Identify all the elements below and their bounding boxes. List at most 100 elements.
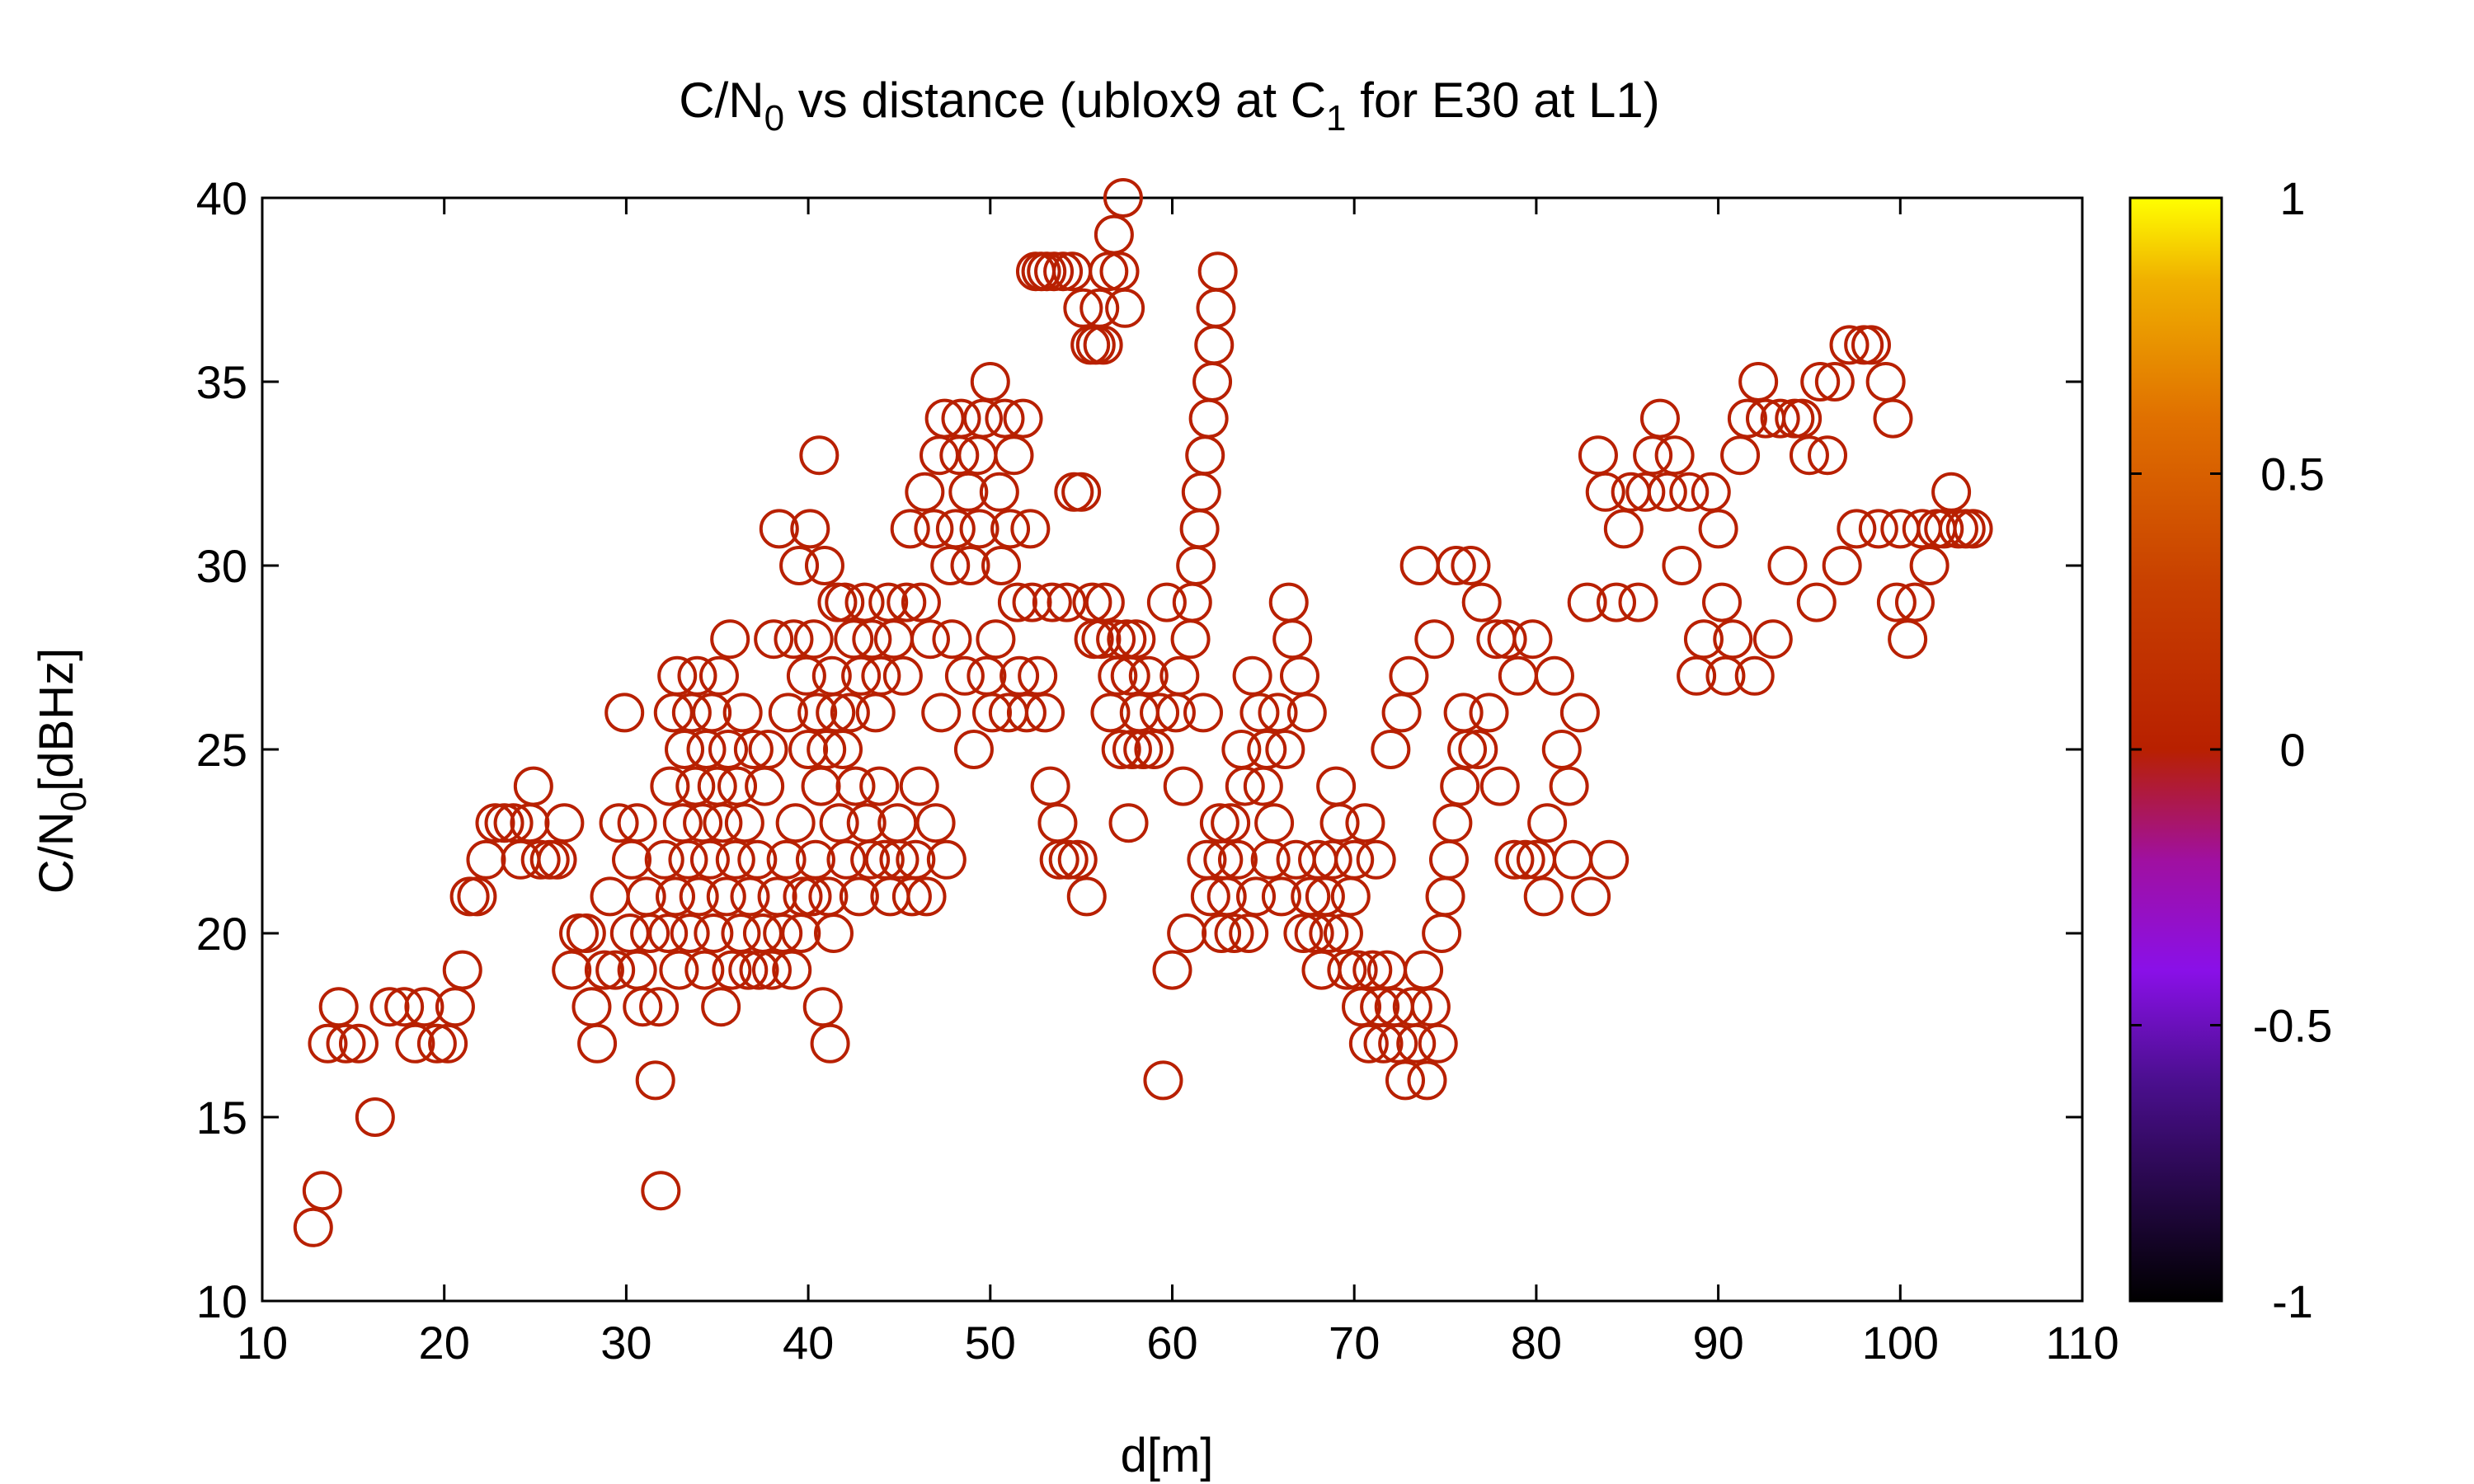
data-point [950, 546, 990, 585]
chart-title: C/N0 vs distance (ublox9 at C1 for E30 a… [679, 73, 1660, 139]
data-point [915, 803, 956, 843]
data-point [724, 803, 764, 843]
data-point [799, 435, 840, 476]
data-point [657, 655, 698, 696]
data-point [932, 619, 972, 660]
data-point [852, 619, 892, 660]
data-point [1061, 472, 1102, 512]
data-point [635, 1060, 675, 1101]
data-point [790, 509, 830, 549]
data-point [644, 839, 684, 880]
data-point [703, 803, 743, 843]
data-point [1012, 582, 1052, 622]
data-point [293, 1207, 333, 1247]
data-point [1356, 839, 1396, 880]
data-point [1239, 693, 1280, 733]
data-point [1414, 619, 1455, 660]
data-point [920, 435, 960, 476]
data-point [1873, 398, 1913, 439]
data-point [717, 766, 758, 806]
data-point [1953, 509, 1993, 549]
data-point [959, 509, 999, 549]
data-point [825, 582, 865, 622]
x-tick-label: 70 [1329, 1317, 1380, 1369]
data-point [1211, 803, 1251, 843]
data-point [1316, 766, 1357, 806]
data-points [293, 178, 1993, 1247]
data-point [985, 398, 1025, 439]
data-point [810, 1023, 850, 1064]
data-point [1083, 325, 1123, 365]
data-point [944, 655, 985, 696]
data-point [1523, 876, 1564, 917]
data-point [811, 655, 852, 696]
data-point [1037, 803, 1078, 843]
data-point [861, 655, 901, 696]
x-tick-label: 30 [600, 1317, 651, 1369]
y-tick-label: 10 [196, 1275, 247, 1327]
data-point [976, 619, 1016, 660]
data-point [1196, 288, 1236, 328]
data-point [1399, 546, 1440, 585]
data-point [1279, 655, 1319, 696]
data-point [648, 913, 689, 953]
data-point [612, 839, 652, 880]
data-point [763, 913, 803, 953]
data-point [748, 730, 788, 769]
x-axis-label: d[m] [1121, 1429, 1214, 1482]
data-point [1487, 619, 1527, 660]
data-point [1352, 950, 1393, 990]
data-point [595, 950, 636, 990]
data-point [1146, 582, 1187, 622]
data-point [449, 876, 490, 917]
data-point [1585, 472, 1625, 512]
data-point [1378, 1023, 1418, 1064]
data-point [623, 987, 663, 1027]
data-point [1410, 987, 1451, 1027]
data-point [813, 913, 854, 953]
plot-area: 10 20 30 40 50 60 70 80 90 100 110 10 15 20 25 30 35 40 [196, 172, 2119, 1369]
data-point [1727, 398, 1767, 439]
data-point [1190, 876, 1230, 917]
data-point [1128, 655, 1169, 696]
data-point [855, 693, 896, 733]
data-point [823, 730, 863, 769]
data-point [775, 803, 816, 843]
data-point [428, 1023, 468, 1064]
data-point [1319, 803, 1360, 843]
data-point [1229, 913, 1269, 953]
data-point [1385, 1060, 1425, 1101]
x-tick-label: 60 [1146, 1317, 1197, 1369]
data-point [1865, 362, 1906, 402]
x-tick-label: 10 [237, 1317, 288, 1369]
data-point [1479, 766, 1520, 806]
data-point [1084, 582, 1125, 622]
x-tick-label: 40 [783, 1317, 834, 1369]
data-point [967, 655, 1007, 696]
data-point [733, 730, 774, 769]
data-point [1851, 325, 1891, 365]
data-point [1163, 766, 1203, 806]
data-point [1789, 435, 1829, 476]
data-point [1559, 693, 1600, 733]
data-point [559, 913, 600, 953]
data-point [698, 655, 739, 696]
data-point [609, 913, 650, 953]
data-point [979, 472, 1019, 512]
x-tick-label: 50 [965, 1317, 1016, 1369]
data-point [1571, 876, 1611, 917]
data-point [1498, 655, 1538, 696]
data-point [684, 950, 725, 990]
data-point [962, 398, 1003, 439]
data-point [1738, 362, 1779, 402]
data-point [935, 509, 976, 549]
data-point [1143, 1060, 1183, 1101]
data-point [1119, 693, 1159, 733]
data-point [701, 987, 741, 1027]
data-point [1808, 435, 1848, 476]
data-point [416, 1023, 457, 1064]
data-point [1172, 582, 1212, 622]
data-point [697, 766, 737, 806]
data-point [708, 730, 748, 769]
data-point [520, 839, 561, 880]
